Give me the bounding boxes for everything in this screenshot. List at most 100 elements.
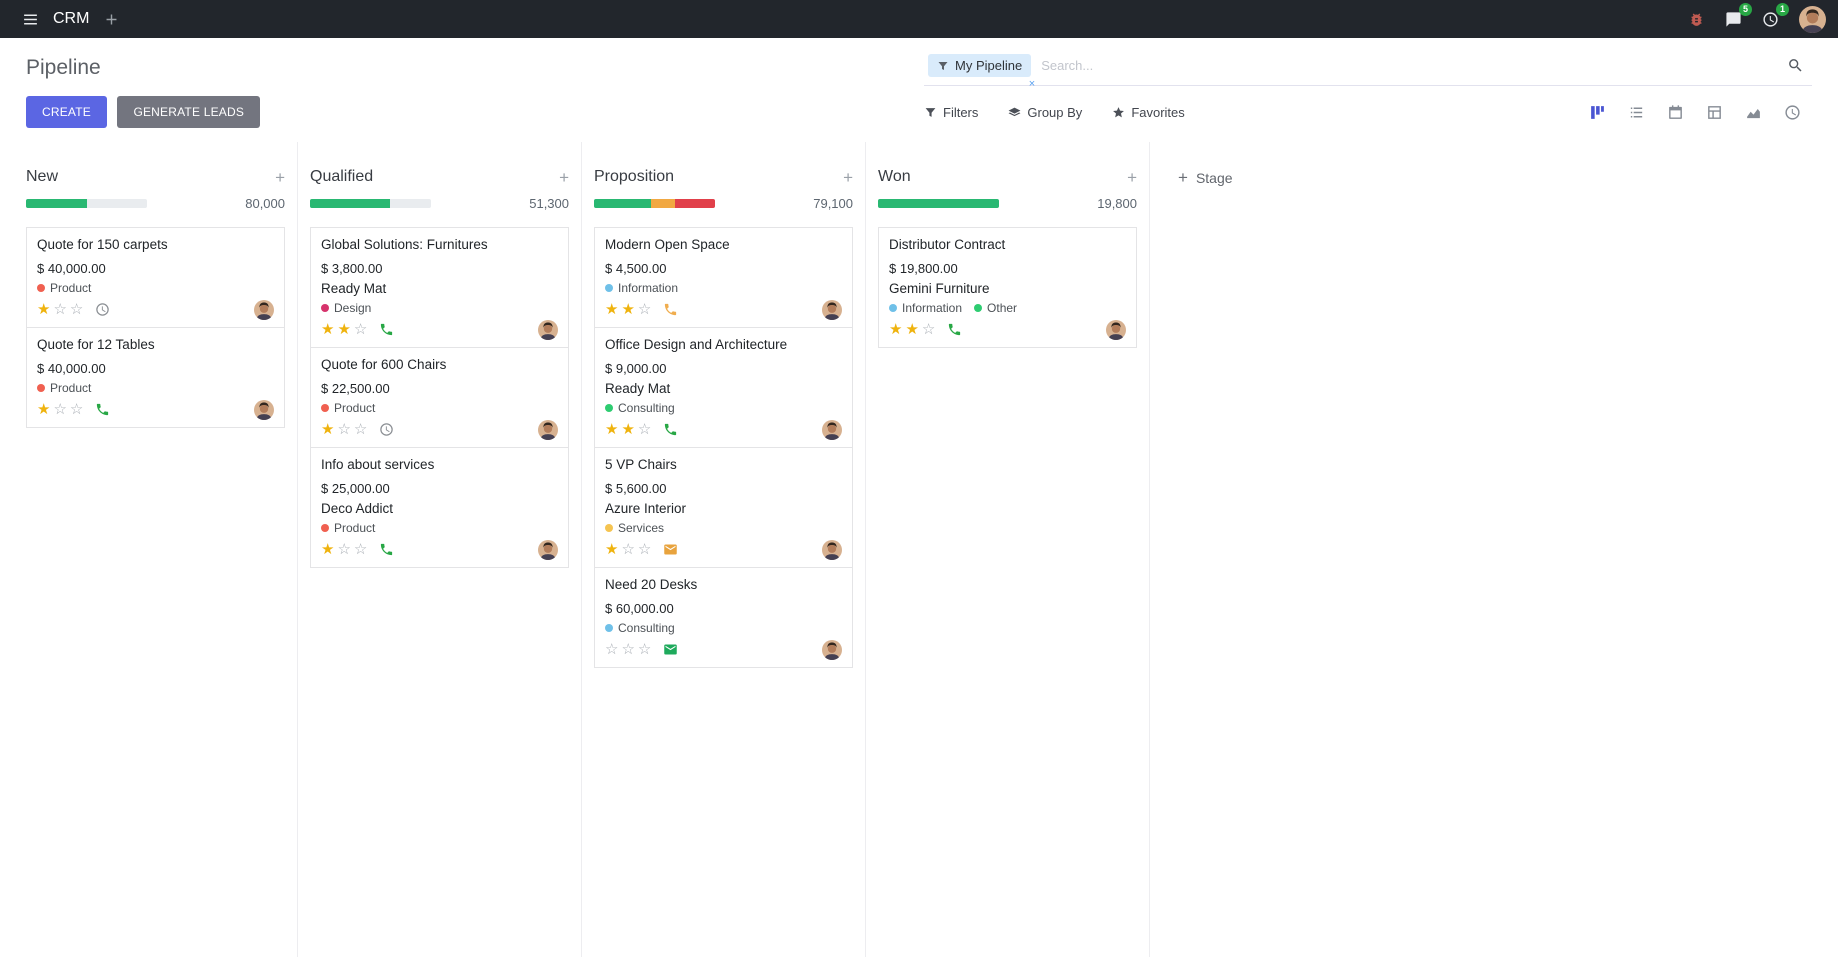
kanban-card[interactable]: Office Design and Architecture $ 9,000.00… xyxy=(594,326,853,448)
card-avatar[interactable] xyxy=(538,319,558,340)
search-facet[interactable]: My Pipeline × xyxy=(928,54,1035,90)
kanban-card[interactable]: Quote for 12 Tables $ 40,000.00 Product ★ ☆ ☆ xyxy=(26,326,285,428)
search-input[interactable] xyxy=(1031,52,1783,79)
star-icon[interactable]: ★ xyxy=(37,301,51,319)
create-button[interactable]: CREATE xyxy=(26,96,107,128)
remove-facet-icon[interactable]: × xyxy=(1028,78,1036,90)
star-icon[interactable]: ☆ xyxy=(637,301,652,319)
star-icon[interactable]: ★ xyxy=(621,301,635,319)
kanban-card[interactable]: Distributor Contract $ 19,800.00 Gemini Fu… xyxy=(878,227,1137,348)
phone-icon[interactable] xyxy=(663,422,678,437)
search-icon[interactable] xyxy=(1783,57,1808,74)
stage-title[interactable]: New xyxy=(26,168,59,185)
card-avatar[interactable] xyxy=(822,299,842,320)
activity-view-icon[interactable] xyxy=(1773,99,1812,126)
card-avatar[interactable] xyxy=(254,399,274,420)
card-avatar[interactable] xyxy=(822,539,842,560)
progress-segment[interactable] xyxy=(878,199,999,208)
phone-icon[interactable] xyxy=(379,322,394,337)
plus-icon[interactable] xyxy=(93,11,130,28)
star-icon[interactable]: ★ xyxy=(321,321,335,339)
progress-segment[interactable] xyxy=(650,199,676,208)
clock-icon[interactable] xyxy=(95,302,110,317)
pivot-view-icon[interactable] xyxy=(1695,99,1734,126)
star-icon[interactable]: ★ xyxy=(337,321,351,339)
graph-view-icon[interactable] xyxy=(1734,99,1773,126)
kanban-card[interactable]: Info about services $ 25,000.00 Deco Addic… xyxy=(310,446,569,568)
stage-title[interactable]: Won xyxy=(878,168,911,185)
star-icon[interactable]: ☆ xyxy=(637,641,652,658)
star-icon[interactable]: ☆ xyxy=(69,401,84,419)
stage-progressbar[interactable] xyxy=(878,199,999,208)
star-icon[interactable]: ☆ xyxy=(621,541,635,559)
star-icon[interactable]: ★ xyxy=(321,541,335,559)
add-record-icon[interactable]: + xyxy=(1127,167,1137,187)
star-icon[interactable]: ☆ xyxy=(621,641,635,658)
card-avatar[interactable] xyxy=(538,539,558,560)
kanban-card[interactable]: Modern Open Space $ 4,500.00 Information ★ ★… xyxy=(594,227,853,328)
star-icon[interactable]: ☆ xyxy=(337,421,351,439)
star-icon[interactable]: ☆ xyxy=(69,301,84,319)
apps-menu-icon[interactable] xyxy=(12,11,49,28)
phone-icon[interactable] xyxy=(663,302,678,317)
filters-menu[interactable]: Filters xyxy=(924,105,978,120)
star-icon[interactable]: ★ xyxy=(605,301,619,319)
star-icon[interactable]: ☆ xyxy=(353,321,368,339)
card-avatar[interactable] xyxy=(254,299,274,320)
activities-clock-icon[interactable]: 1 xyxy=(1752,2,1789,28)
star-icon[interactable]: ★ xyxy=(889,321,903,339)
card-avatar[interactable] xyxy=(822,639,842,660)
envelope-icon[interactable] xyxy=(663,542,678,557)
star-icon[interactable]: ☆ xyxy=(637,541,652,559)
add-stage-button[interactable]: + Stage xyxy=(1172,168,1239,187)
stage-title[interactable]: Proposition xyxy=(594,168,675,185)
star-icon[interactable]: ☆ xyxy=(353,541,368,559)
search-bar[interactable]: My Pipeline × xyxy=(924,50,1812,90)
card-avatar[interactable] xyxy=(538,419,558,440)
progress-segment[interactable] xyxy=(310,199,390,208)
kanban-card[interactable]: Global Solutions: Furnitures $ 3,800.00 Re… xyxy=(310,227,569,348)
star-icon[interactable]: ☆ xyxy=(353,421,368,439)
messages-icon[interactable]: 5 xyxy=(1715,2,1752,28)
star-icon[interactable]: ★ xyxy=(605,541,619,559)
list-view-icon[interactable] xyxy=(1617,99,1656,126)
user-avatar[interactable] xyxy=(1799,5,1826,33)
phone-icon[interactable] xyxy=(947,322,962,337)
kanban-card[interactable]: Quote for 600 Chairs $ 22,500.00 Product ★ ☆… xyxy=(310,346,569,448)
star-icon[interactable]: ☆ xyxy=(921,321,936,339)
card-avatar[interactable] xyxy=(822,419,842,440)
star-icon[interactable]: ☆ xyxy=(637,421,652,439)
stage-progressbar[interactable] xyxy=(310,199,431,208)
star-icon[interactable]: ★ xyxy=(37,401,51,419)
kanban-card[interactable]: Need 20 Desks $ 60,000.00 Consulting ☆ ☆ ☆ xyxy=(594,566,853,668)
star-icon[interactable]: ☆ xyxy=(53,301,67,319)
add-record-icon[interactable]: + xyxy=(843,167,853,187)
star-icon[interactable]: ☆ xyxy=(605,641,619,658)
star-icon[interactable]: ★ xyxy=(621,421,635,439)
kanban-view-icon[interactable] xyxy=(1578,99,1617,126)
kanban-card[interactable]: Quote for 150 carpets $ 40,000.00 Product ★… xyxy=(26,227,285,328)
add-record-icon[interactable]: + xyxy=(275,167,285,187)
stage-progressbar[interactable] xyxy=(594,199,715,208)
generate-leads-button[interactable]: GENERATE LEADS xyxy=(117,96,261,128)
favorites-menu[interactable]: Favorites xyxy=(1112,105,1185,120)
envelope-icon[interactable] xyxy=(663,642,678,657)
star-icon[interactable]: ☆ xyxy=(53,401,67,419)
progress-segment[interactable] xyxy=(26,199,87,208)
star-icon[interactable]: ★ xyxy=(321,421,335,439)
card-avatar[interactable] xyxy=(1106,319,1126,340)
clock-icon[interactable] xyxy=(379,422,394,437)
kanban-card[interactable]: 5 VP Chairs $ 5,600.00 Azure Interior Servi… xyxy=(594,446,853,568)
star-icon[interactable]: ★ xyxy=(605,421,619,439)
stage-progressbar[interactable] xyxy=(26,199,147,208)
app-name[interactable]: CRM xyxy=(53,10,90,27)
phone-icon[interactable] xyxy=(95,402,110,417)
progress-segment[interactable] xyxy=(675,199,715,208)
group-by-menu[interactable]: Group By xyxy=(1008,105,1082,120)
progress-segment[interactable] xyxy=(594,199,651,208)
calendar-view-icon[interactable] xyxy=(1656,99,1695,126)
star-icon[interactable]: ☆ xyxy=(337,541,351,559)
add-record-icon[interactable]: + xyxy=(559,167,569,187)
debug-bug-icon[interactable] xyxy=(1678,11,1715,28)
phone-icon[interactable] xyxy=(379,542,394,557)
